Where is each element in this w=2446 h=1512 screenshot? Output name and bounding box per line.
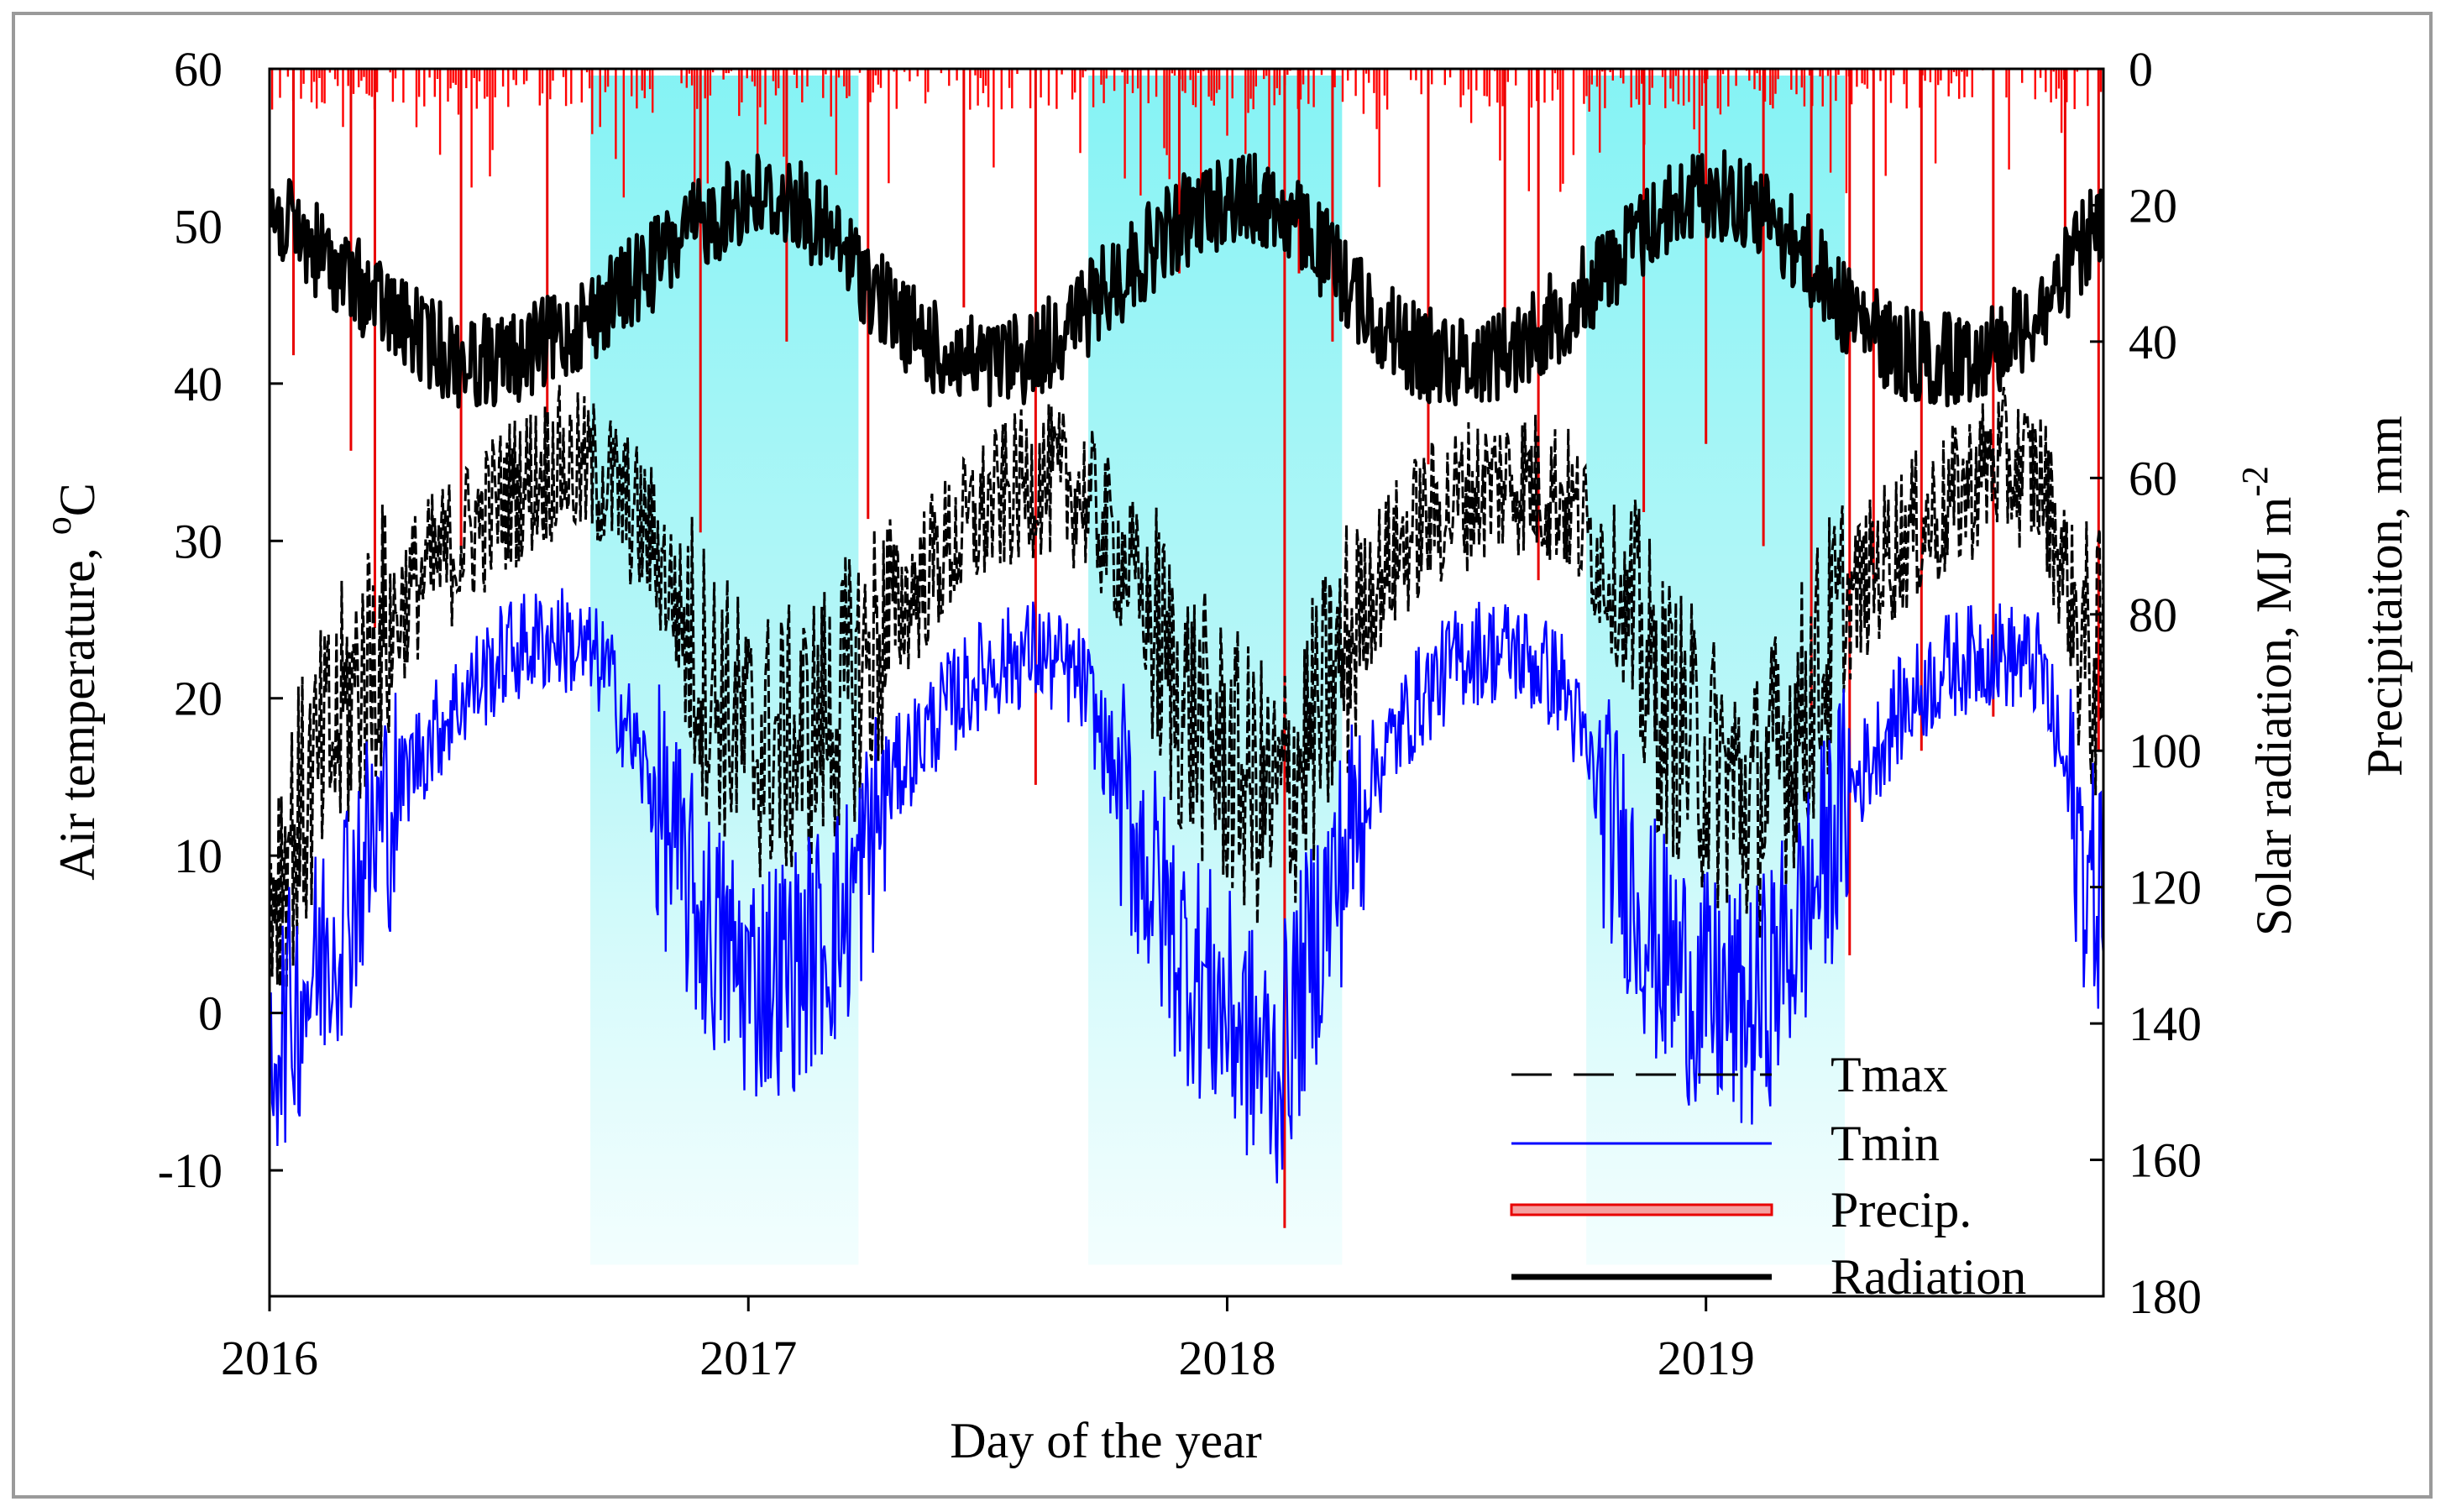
- left-axis-title-main: Air temperature,: [50, 535, 105, 880]
- right-tick-label-5: 100: [2129, 724, 2202, 778]
- legend: Tmax Tmin Precip. Radiation: [1510, 1047, 2026, 1305]
- left-tick-label-1: 0: [198, 986, 223, 1041]
- legend-label-tmax: Tmax: [1831, 1047, 1948, 1102]
- left-tick-label-5: 40: [174, 357, 223, 411]
- right-tick-label-2: 40: [2129, 315, 2177, 369]
- x-tick-label-3: 2019: [1658, 1331, 1755, 1385]
- x-tick-label-1: 2017: [699, 1331, 797, 1385]
- left-tick-label-3: 20: [174, 672, 223, 726]
- radiation-line: [270, 149, 2103, 409]
- right-tick-label-7: 140: [2129, 997, 2202, 1051]
- x-tick-label-2: 2018: [1178, 1331, 1275, 1385]
- right-axis-title-sup: -2: [2234, 466, 2276, 497]
- left-axis-title-group: Air temperature, oC: [38, 483, 105, 881]
- left-tick-label-0: -10: [158, 1143, 223, 1198]
- right-tick-label-4: 80: [2129, 588, 2177, 642]
- left-axis-ticks: -10 0 10 20 30 40 50 60: [158, 42, 283, 1198]
- right-axis-title: Solar radiation, MJ m-2: [2234, 466, 2302, 936]
- left-tick-label-4: 30: [174, 514, 223, 568]
- left-axis-title-unit: C: [50, 483, 105, 516]
- right-outer-axis-title-group: Precipitaiton, mm: [2357, 416, 2412, 777]
- plot-area-border: [268, 67, 2105, 1298]
- legend-label-precip: Precip.: [1831, 1182, 1972, 1237]
- right-axis-title-main: Solar radiation, MJ m: [2246, 497, 2302, 936]
- x-axis-title: Day of the year: [950, 1413, 1262, 1468]
- tmin-series-group: [270, 588, 2103, 1184]
- left-tick-label-6: 50: [174, 199, 223, 254]
- figure-frame: [12, 12, 2433, 1499]
- right-outer-axis-title: Precipitaiton, mm: [2357, 416, 2412, 777]
- right-tick-label-8: 160: [2129, 1133, 2202, 1188]
- right-tick-label-3: 60: [2129, 451, 2177, 505]
- right-axis-title-group: Solar radiation, MJ m-2: [2234, 466, 2302, 936]
- left-axis-title: Air temperature, oC: [38, 483, 105, 881]
- left-axis-title-sup: o: [38, 516, 79, 535]
- precip-daily-bars: [270, 69, 2103, 198]
- tmax-line: [270, 385, 2103, 989]
- left-tick-label-2: 10: [174, 829, 223, 883]
- legend-label-tmin: Tmin: [1831, 1116, 1940, 1171]
- legend-label-radiation: Radiation: [1831, 1249, 2026, 1305]
- right-tick-label-1: 20: [2129, 178, 2177, 233]
- tmin-line: [270, 588, 2103, 1184]
- right-tick-label-9: 180: [2129, 1269, 2202, 1324]
- right-axis-ticks: 0 20 40 60 80 100 120 140 160 180: [2090, 42, 2202, 1324]
- tmax-series-group: [270, 385, 2103, 989]
- radiation-series-group: [270, 149, 2103, 409]
- right-tick-label-6: 120: [2129, 861, 2202, 915]
- left-tick-label-7: 60: [174, 42, 223, 97]
- x-tick-label-0: 2016: [221, 1331, 318, 1385]
- right-tick-label-0: 0: [2129, 42, 2153, 97]
- legend-swatch-precip: [1510, 1203, 1773, 1216]
- x-axis-ticks: 2016 2017 2018 2019: [221, 1296, 1755, 1385]
